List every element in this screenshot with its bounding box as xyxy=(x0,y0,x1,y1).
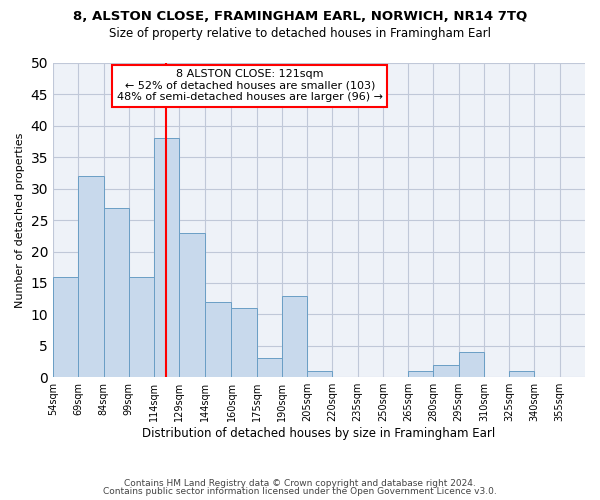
Bar xyxy=(179,232,205,377)
Bar xyxy=(307,371,332,377)
Bar xyxy=(104,208,129,377)
Bar xyxy=(282,296,307,377)
Text: 8, ALSTON CLOSE, FRAMINGHAM EARL, NORWICH, NR14 7TQ: 8, ALSTON CLOSE, FRAMINGHAM EARL, NORWIC… xyxy=(73,10,527,23)
Text: 8 ALSTON CLOSE: 121sqm
← 52% of detached houses are smaller (103)
48% of semi-de: 8 ALSTON CLOSE: 121sqm ← 52% of detached… xyxy=(117,70,383,102)
Bar xyxy=(459,352,484,377)
Bar xyxy=(53,276,78,377)
Bar xyxy=(205,302,232,377)
Bar xyxy=(433,364,459,377)
Bar xyxy=(257,358,282,377)
X-axis label: Distribution of detached houses by size in Framingham Earl: Distribution of detached houses by size … xyxy=(142,427,496,440)
Bar xyxy=(129,276,154,377)
Bar xyxy=(509,371,535,377)
Text: Size of property relative to detached houses in Framingham Earl: Size of property relative to detached ho… xyxy=(109,28,491,40)
Text: Contains HM Land Registry data © Crown copyright and database right 2024.: Contains HM Land Registry data © Crown c… xyxy=(124,478,476,488)
Text: Contains public sector information licensed under the Open Government Licence v3: Contains public sector information licen… xyxy=(103,487,497,496)
Bar xyxy=(78,176,104,377)
Bar xyxy=(408,371,433,377)
Bar xyxy=(232,308,257,377)
Bar xyxy=(154,138,179,377)
Y-axis label: Number of detached properties: Number of detached properties xyxy=(15,132,25,308)
